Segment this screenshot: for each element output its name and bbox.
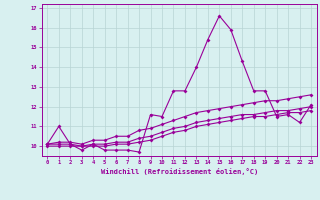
- X-axis label: Windchill (Refroidissement éolien,°C): Windchill (Refroidissement éolien,°C): [100, 168, 258, 175]
